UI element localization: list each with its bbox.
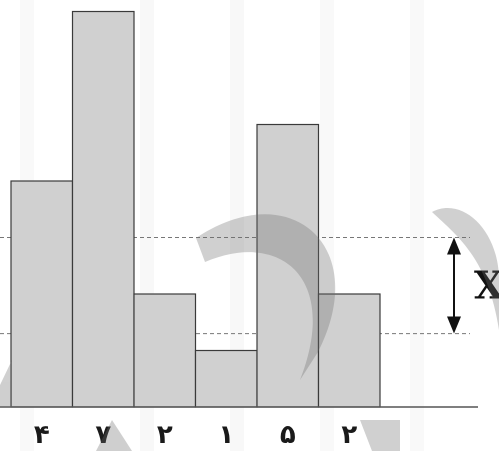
watermark-wedge-bottom <box>96 420 132 451</box>
x-tick-label: ۵ <box>280 420 296 450</box>
x-tick-label: ۲ <box>341 420 357 450</box>
bar-4 <box>194 349 258 408</box>
x-arrow-head-down <box>447 316 461 334</box>
watermark-wedge-bottom-right <box>360 420 400 451</box>
x-tick-label: ۴ <box>34 420 50 450</box>
bar-6 <box>317 293 381 408</box>
x-marker-label: X <box>474 263 499 308</box>
bars-group <box>10 10 381 408</box>
watermark-swoosh-right <box>432 208 499 330</box>
watermark-wedge-left <box>0 360 12 407</box>
x-tick-labels: ۴ ۷ ۲ ۱ ۵ ۲ <box>34 420 357 450</box>
x-tick-label: ۱ <box>218 420 234 450</box>
watermark-logo <box>0 208 499 451</box>
x-arrow-head-up <box>447 237 461 255</box>
x-tick-label: ۷ <box>95 420 111 450</box>
bar-2 <box>71 10 135 408</box>
watermark-swoosh-left <box>196 214 336 380</box>
bar-1 <box>10 180 74 408</box>
bar-3 <box>133 293 197 408</box>
x-tick-label: ۲ <box>157 420 173 450</box>
x-distance-annotation: X <box>447 237 499 334</box>
